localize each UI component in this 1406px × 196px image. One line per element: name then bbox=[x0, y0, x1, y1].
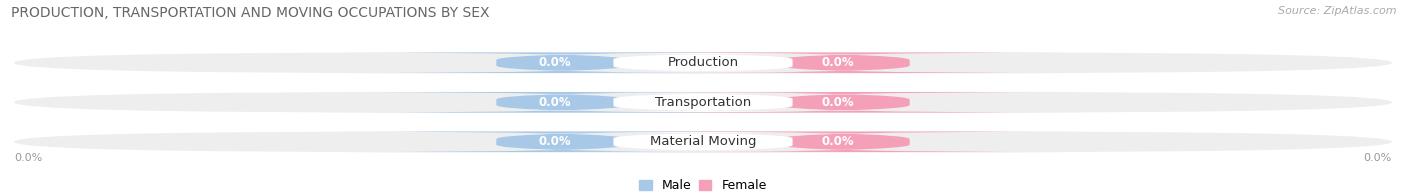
Text: Material Moving: Material Moving bbox=[650, 135, 756, 148]
FancyBboxPatch shape bbox=[606, 132, 1083, 152]
Legend: Male, Female: Male, Female bbox=[637, 177, 769, 195]
Text: Source: ZipAtlas.com: Source: ZipAtlas.com bbox=[1278, 6, 1396, 16]
Text: 0.0%: 0.0% bbox=[14, 153, 42, 163]
FancyBboxPatch shape bbox=[323, 53, 800, 73]
FancyBboxPatch shape bbox=[323, 92, 800, 113]
FancyBboxPatch shape bbox=[544, 132, 862, 152]
Text: 0.0%: 0.0% bbox=[1364, 153, 1392, 163]
Text: 0.0%: 0.0% bbox=[538, 56, 571, 69]
FancyBboxPatch shape bbox=[606, 92, 1083, 113]
FancyBboxPatch shape bbox=[606, 53, 1083, 73]
Text: 0.0%: 0.0% bbox=[538, 96, 571, 109]
Text: 0.0%: 0.0% bbox=[538, 135, 571, 148]
FancyBboxPatch shape bbox=[544, 53, 862, 72]
FancyBboxPatch shape bbox=[544, 93, 862, 112]
FancyBboxPatch shape bbox=[14, 132, 1392, 152]
Text: 0.0%: 0.0% bbox=[821, 56, 853, 69]
Text: PRODUCTION, TRANSPORTATION AND MOVING OCCUPATIONS BY SEX: PRODUCTION, TRANSPORTATION AND MOVING OC… bbox=[11, 6, 489, 20]
Text: Transportation: Transportation bbox=[655, 96, 751, 109]
Text: 0.0%: 0.0% bbox=[821, 96, 853, 109]
FancyBboxPatch shape bbox=[14, 53, 1392, 73]
Text: Production: Production bbox=[668, 56, 738, 69]
FancyBboxPatch shape bbox=[14, 92, 1392, 113]
Text: 0.0%: 0.0% bbox=[821, 135, 853, 148]
FancyBboxPatch shape bbox=[323, 132, 800, 152]
